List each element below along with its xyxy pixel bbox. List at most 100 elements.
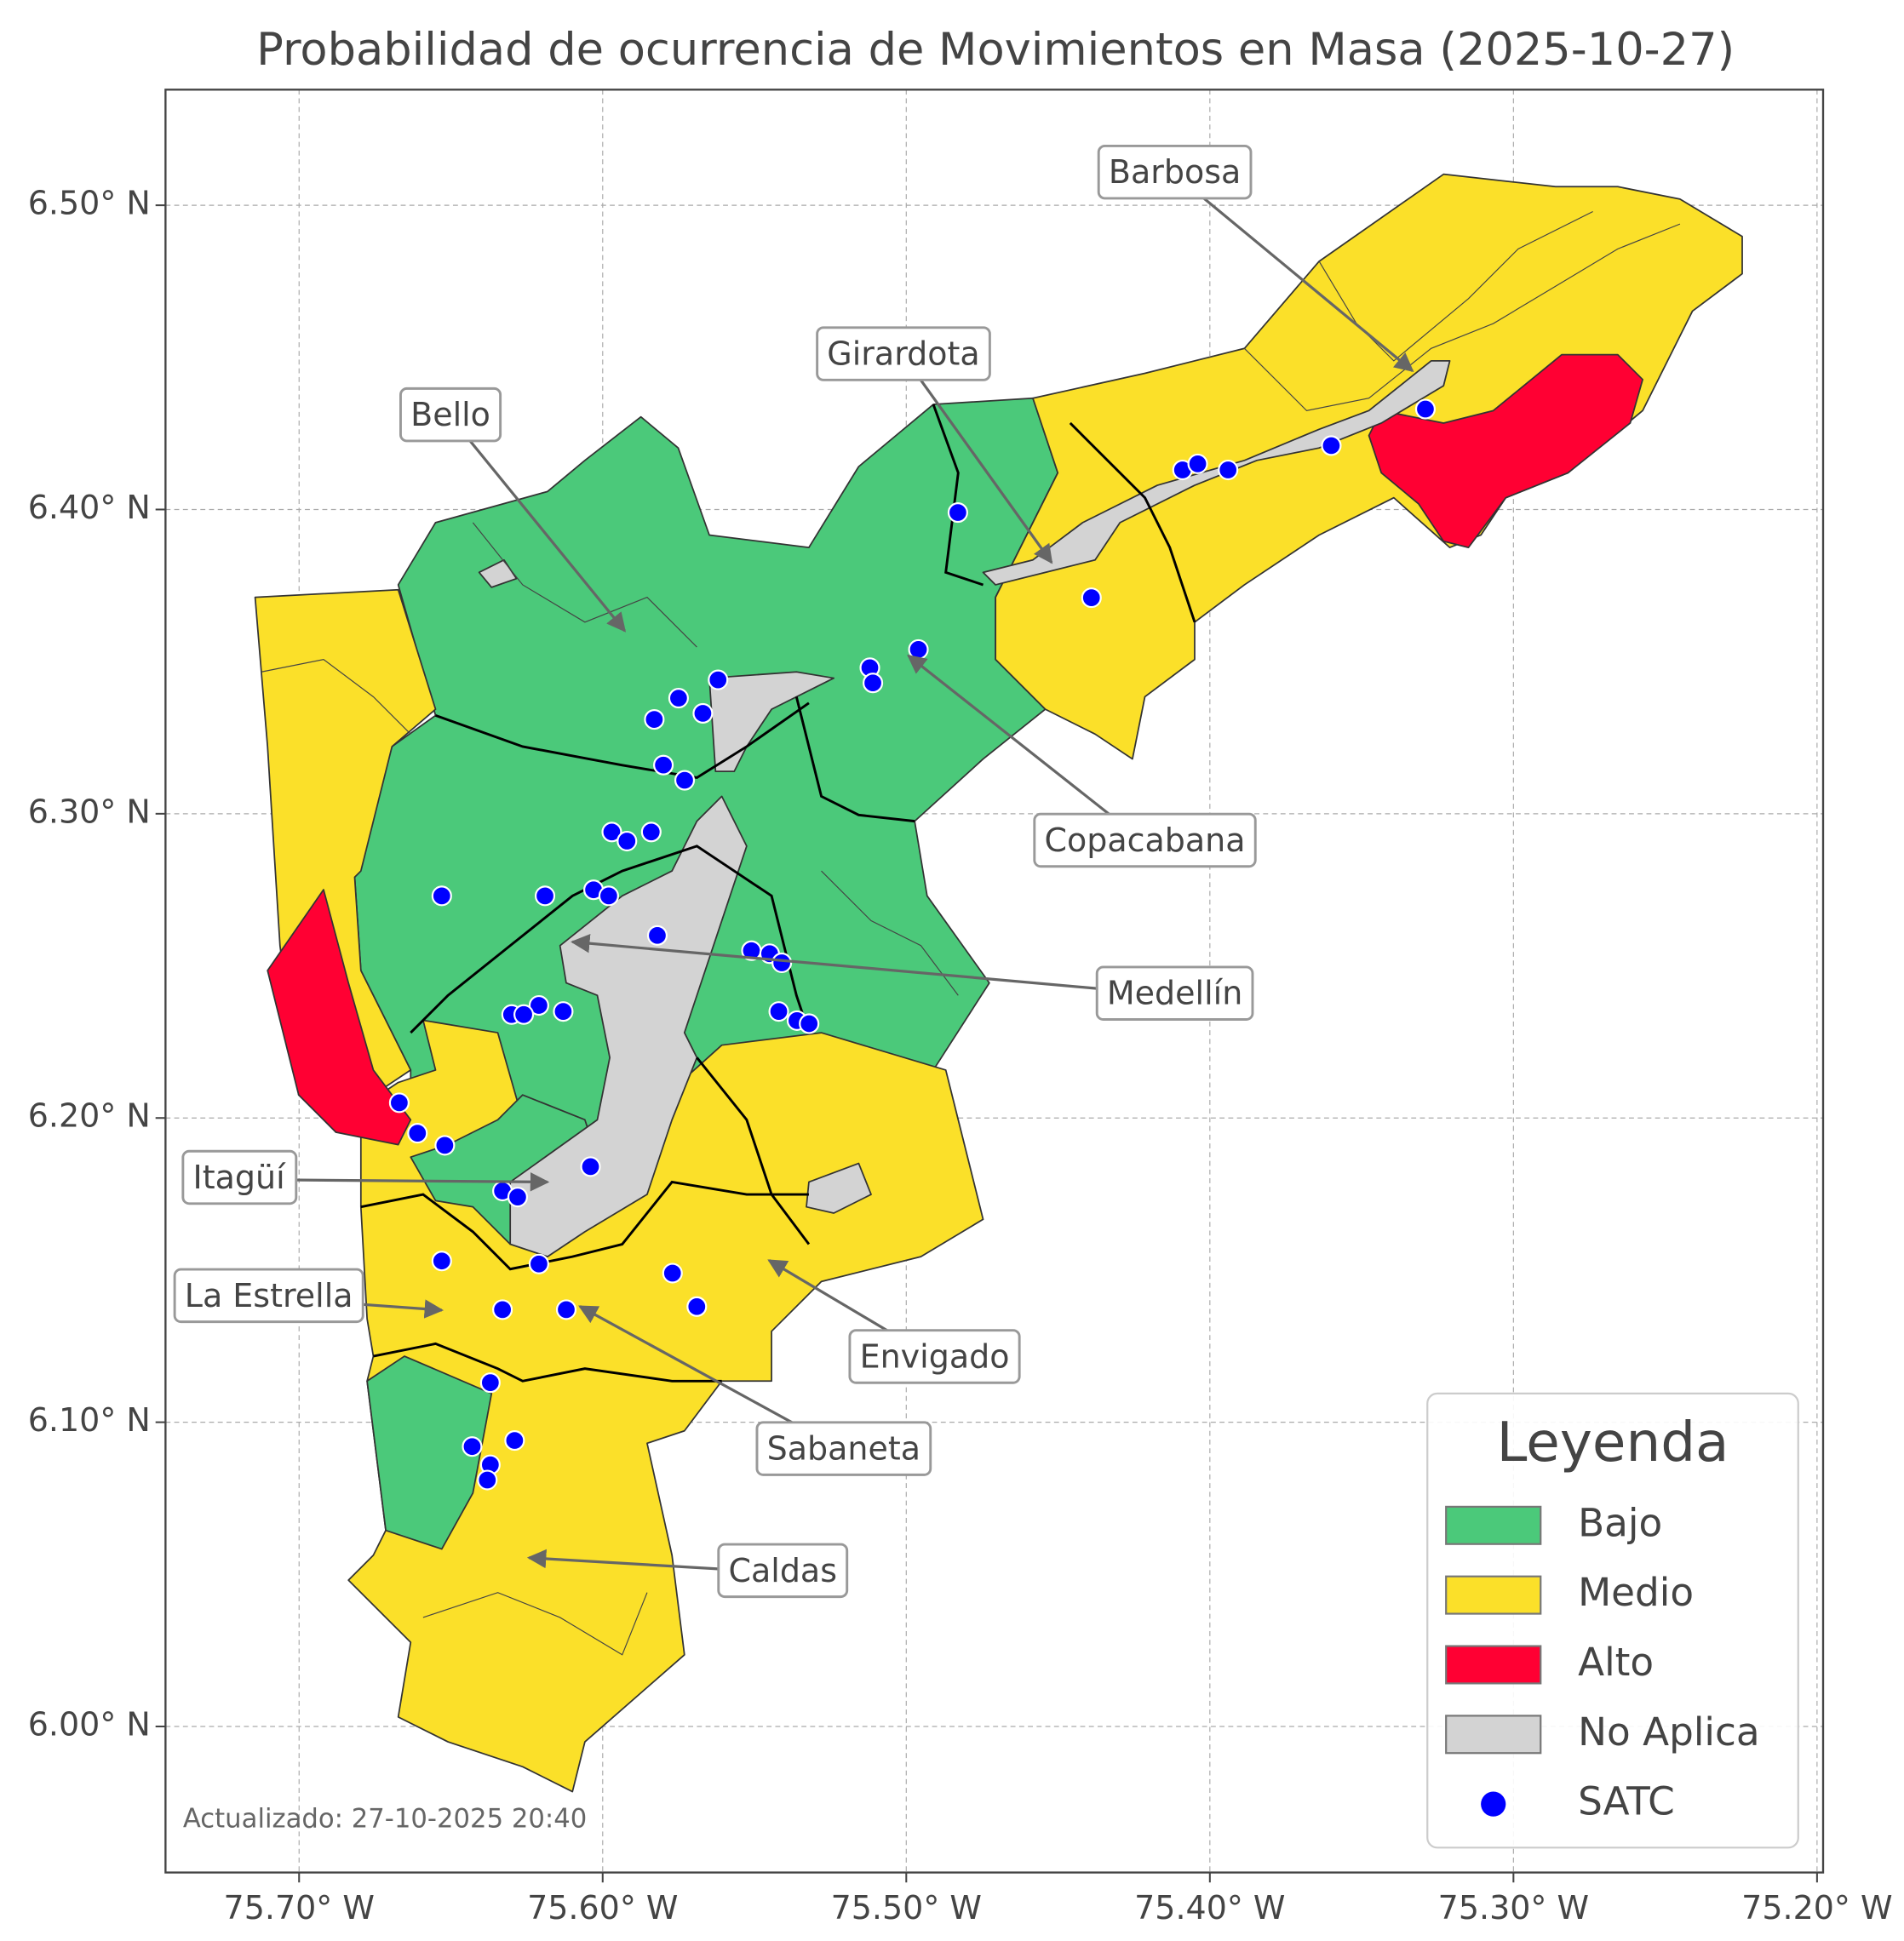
annotation-label: Girardota — [827, 335, 979, 373]
legend-swatch — [1445, 1575, 1542, 1615]
satc-point — [504, 1430, 525, 1451]
satc-point — [507, 1187, 528, 1208]
satc-point — [662, 1263, 683, 1284]
annotation-label: Bello — [410, 396, 490, 433]
annotations: Barbosa Girardota Bello Copacabana Medellín I… — [173, 144, 1414, 1599]
y-tick-label: 6.50° N — [28, 185, 151, 222]
satc-point — [646, 925, 668, 946]
annotation-label: Itagüí — [193, 1159, 287, 1196]
region-no-aplica — [478, 558, 518, 588]
y-tick-label: 6.30° N — [28, 793, 151, 830]
regions — [254, 173, 1743, 1793]
vereda-line — [261, 659, 411, 735]
legend-swatch — [1445, 1645, 1542, 1685]
satc-point — [908, 638, 929, 660]
legend-label: Bajo — [1578, 1500, 1662, 1545]
annotation-arrow — [902, 355, 1053, 564]
satc-point — [555, 1299, 577, 1320]
annotation-box — [1033, 812, 1257, 868]
annotation-label: Envigado — [860, 1337, 1010, 1375]
satc-point — [431, 1251, 452, 1272]
municipal-border — [696, 1056, 811, 1245]
plot-frame — [164, 89, 1825, 1874]
vereda-line — [821, 870, 959, 996]
annotation-box — [848, 1329, 1021, 1384]
municipal-border — [794, 696, 915, 823]
x-tick-label: 75.50° W — [831, 1889, 982, 1927]
annotation-box — [173, 1268, 364, 1324]
satc-points — [388, 398, 1437, 1491]
satc-point — [434, 1135, 456, 1156]
satc-point — [528, 1253, 549, 1274]
satc-point — [674, 770, 696, 791]
annotation-arrow — [1173, 173, 1414, 373]
satc-point — [1218, 459, 1239, 481]
municipal-border — [932, 404, 984, 587]
satc-point — [407, 1123, 428, 1144]
satc-point — [492, 1299, 513, 1320]
satc-point — [477, 1469, 498, 1491]
annotation-box — [1097, 144, 1253, 200]
satc-point — [1321, 435, 1342, 456]
region-no-aplica — [708, 671, 835, 773]
satc-point — [617, 830, 638, 852]
legend: Leyenda Bajo Medio Alto No Aplica SATC — [1426, 1392, 1799, 1849]
y-tick-label: 6.10° N — [28, 1401, 151, 1439]
y-tick-label: 6.20° N — [28, 1097, 151, 1135]
annotation-box — [181, 1149, 298, 1205]
satc-point — [598, 885, 619, 907]
satc-point — [799, 1013, 820, 1034]
satc-point — [580, 1156, 601, 1177]
region-alto — [1368, 353, 1643, 548]
vereda-line — [472, 522, 697, 648]
region-bajo — [366, 1355, 493, 1550]
annotation-arrow — [571, 933, 1175, 997]
satc-point — [644, 709, 665, 730]
satc-point — [462, 1436, 483, 1457]
municipal-border — [373, 1342, 722, 1383]
vereda-line — [1318, 211, 1593, 362]
y-tick-label: 6.40° N — [28, 489, 151, 526]
annotation-label: Caldas — [728, 1552, 837, 1589]
legend-swatch — [1445, 1505, 1542, 1545]
satc-point — [1187, 453, 1208, 474]
region-no-aplica — [509, 795, 748, 1258]
annotation-arrow — [907, 654, 1146, 844]
legend-title: Leyenda — [1497, 1411, 1729, 1474]
vereda-line — [1244, 223, 1681, 411]
satc-point — [553, 1001, 574, 1022]
satc-point — [686, 1296, 708, 1317]
legend-label: SATC — [1578, 1779, 1675, 1824]
satc-point — [388, 1092, 410, 1114]
legend-label: Medio — [1578, 1570, 1694, 1615]
satc-point — [771, 952, 793, 974]
region-no-aplica — [806, 1162, 872, 1214]
municipal-border — [1069, 421, 1196, 623]
x-tick-label: 75.20° W — [1741, 1889, 1892, 1927]
annotation-box — [816, 326, 991, 381]
satc-point — [1081, 587, 1102, 609]
y-tick-label: 6.00° N — [28, 1706, 151, 1743]
annotation-label: La Estrella — [185, 1277, 353, 1314]
satc-point — [479, 1372, 501, 1394]
satc-point — [668, 688, 689, 709]
annotation-box — [717, 1543, 849, 1599]
annotation-box — [399, 386, 502, 443]
satc-point — [534, 885, 556, 907]
legend-label: No Aplica — [1578, 1709, 1760, 1755]
satc-point — [692, 702, 714, 724]
chart-title: Probabilidad de ocurrencia de Movimiento… — [256, 24, 1735, 76]
satc-point — [601, 822, 622, 843]
satc-point — [947, 502, 968, 524]
legend-marker — [1481, 1791, 1506, 1817]
annotation-arrow — [449, 415, 627, 633]
legend-label: Alto — [1578, 1640, 1654, 1685]
satc-point — [653, 754, 674, 776]
region-alto — [267, 889, 412, 1146]
legend-swatch — [1445, 1715, 1542, 1755]
annotation-label: Medellín — [1107, 975, 1242, 1012]
annotation-label: Barbosa — [1109, 153, 1241, 191]
satc-point — [513, 1004, 535, 1025]
